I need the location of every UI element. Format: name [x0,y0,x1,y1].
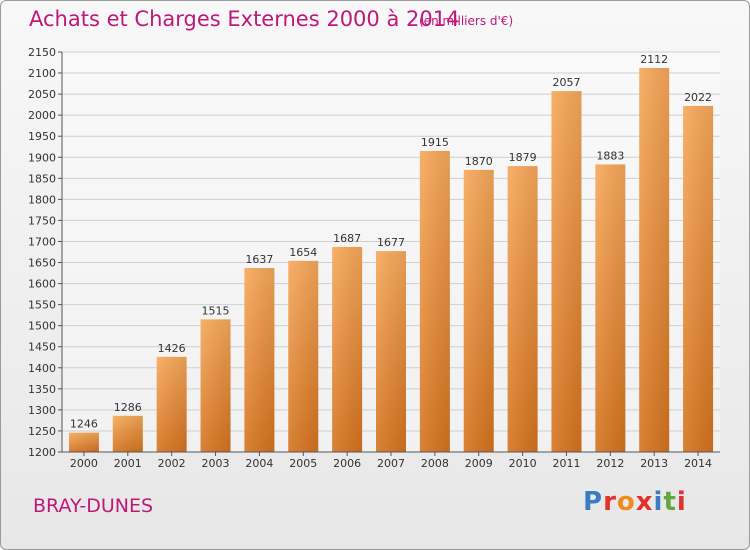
value-label: 1870 [465,155,493,168]
y-tick-label: 1750 [28,214,56,227]
value-label: 1426 [158,342,186,355]
value-label: 2057 [552,76,580,89]
y-tick-label: 2100 [28,67,56,80]
x-tick-label: 2001 [114,457,142,470]
x-tick-label: 2010 [509,457,537,470]
logo-letter: P [583,487,604,517]
value-labels: 1246 1286 1426 1515 1637 1654 1687 1677 1915 1870… [70,53,712,431]
bar-shade [639,68,670,452]
value-label: 1286 [114,401,142,414]
bar-shade [595,164,626,452]
chart-subtitle: (en milliers d'€) [419,14,514,28]
y-tick-label: 1850 [28,172,56,185]
y-tick-label: 1400 [28,362,56,375]
x-tick-label: 2000 [70,457,98,470]
x-axis: 2000 2001 2002 2003 2004 2005 2006 2007 2008 2009… [62,451,720,470]
logo-letter: x [635,487,654,517]
bar-shade [507,166,538,452]
value-label: 2112 [640,53,668,66]
y-tick-label: 1800 [28,193,56,206]
value-label: 1677 [377,236,405,249]
value-label: 1879 [509,151,537,164]
y-tick-label: 2150 [28,46,56,59]
bar-shade [288,260,319,452]
x-tick-label: 2008 [421,457,449,470]
y-tick-label: 2050 [28,88,56,101]
bars [68,68,714,453]
y-tick-label: 1900 [28,151,56,164]
y-tick-label: 1200 [28,446,56,459]
x-tick-label: 2002 [158,457,186,470]
y-tick-label: 1300 [28,404,56,417]
logo-letter: t [663,487,677,517]
bar-shade [463,169,494,453]
y-axis: 1200 1250 1300 1350 1400 1450 1500 1550 1600 1650… [28,46,63,459]
value-label: 1637 [245,253,273,266]
x-tick-label: 2013 [640,457,668,470]
x-tick-label: 2012 [596,457,624,470]
bar-shade [156,356,187,452]
place-name: BRAY-DUNES [33,495,154,517]
x-tick-label: 2014 [684,457,712,470]
x-tick-label: 2009 [465,457,493,470]
y-tick-label: 1500 [28,320,56,333]
x-tick-label: 2004 [245,457,273,470]
bar-shade [683,105,714,452]
value-label: 1883 [596,149,624,162]
chart-title: Achats et Charges Externes 2000 à 2014 [29,7,460,31]
bar-shade [244,268,275,452]
bar-shade [551,91,582,452]
y-tick-label: 1550 [28,299,56,312]
logo-letter: i [676,487,687,517]
value-label: 1515 [202,304,230,317]
y-tick-label: 1700 [28,235,56,248]
bar-shade [200,319,231,452]
bar-shade [112,415,143,452]
x-tick-label: 2005 [289,457,317,470]
value-label: 1915 [421,136,449,149]
value-label: 1246 [70,418,98,431]
bar-shade [419,150,450,452]
y-tick-label: 1600 [28,278,56,291]
value-label: 2022 [684,91,712,104]
y-tick-label: 1350 [28,383,56,396]
logo-letter: i [653,487,664,517]
bar-shade [376,251,406,452]
logo-letter: r [603,487,617,517]
x-tick-label: 2011 [552,457,580,470]
value-label: 1654 [289,246,317,259]
proxiti-logo: Proxiti [583,487,687,517]
value-label: 1687 [333,232,361,245]
x-tick-label: 2007 [377,457,405,470]
bar-shade [332,246,363,452]
y-tick-label: 1650 [28,257,56,270]
x-tick-label: 2006 [333,457,361,470]
y-tick-label: 1950 [28,130,56,143]
x-tick-label: 2003 [202,457,230,470]
y-tick-label: 1250 [28,425,56,438]
logo-letter: o [616,487,636,517]
y-tick-label: 2000 [28,109,56,122]
y-tick-label: 1450 [28,341,56,354]
bar-shade [68,432,99,452]
